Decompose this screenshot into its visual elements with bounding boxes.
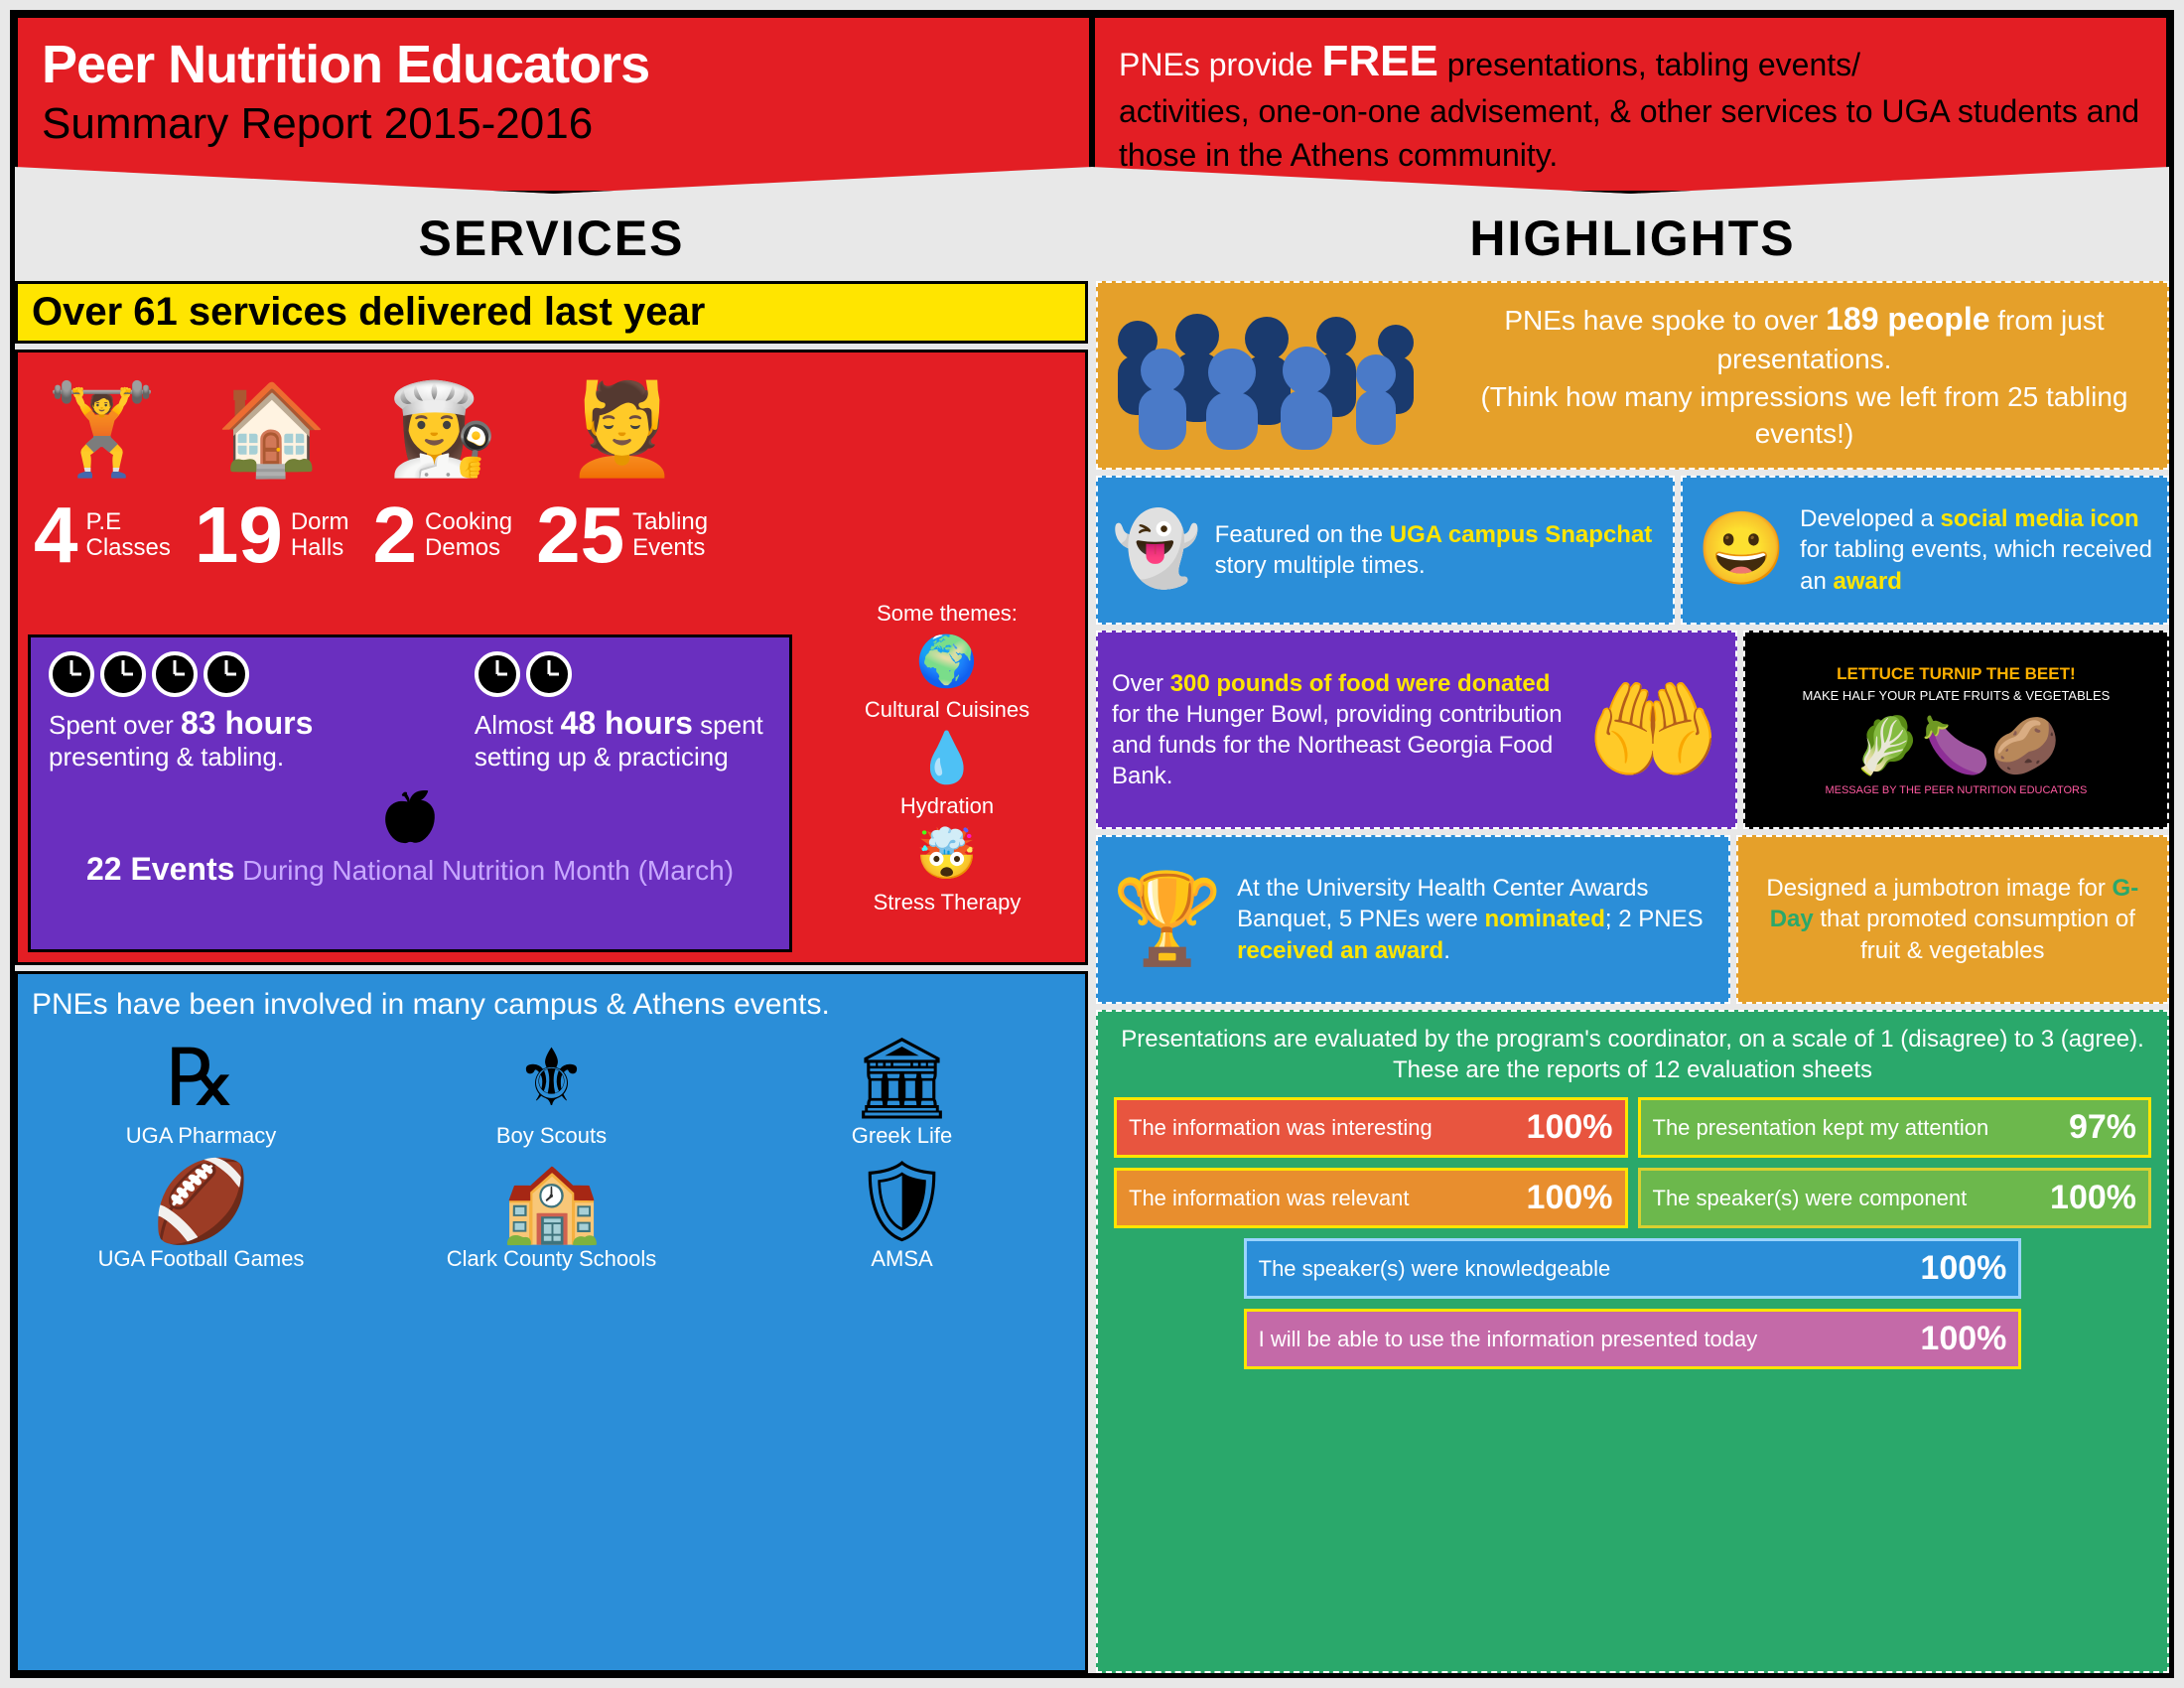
eval-item: The presentation kept my attention 97% bbox=[1638, 1097, 2152, 1158]
clock-icon bbox=[526, 651, 572, 697]
pillars-icon: 🏛 bbox=[852, 1034, 953, 1123]
hands-icon: 🤲 bbox=[1585, 659, 1721, 801]
rx-icon: ℞ bbox=[166, 1034, 237, 1123]
eval-item: I will be able to use the information pr… bbox=[1244, 1309, 2022, 1369]
jumbotron-box: Designed a jumbotron image for G-Day tha… bbox=[1736, 835, 2169, 1004]
eval-label: The speaker(s) were knowledgeable bbox=[1259, 1256, 1611, 1282]
football-icon: 🏈 bbox=[152, 1157, 251, 1246]
fleur-icon: ⚜ bbox=[516, 1034, 588, 1123]
crowd-icon bbox=[1108, 301, 1435, 450]
events-grid: ℞UGA Pharmacy ⚜Boy Scouts 🏛Greek Life 🏈U… bbox=[32, 1034, 1071, 1272]
title-banner: Peer Nutrition Educators Summary Report … bbox=[15, 15, 1092, 194]
eval-label: The speaker(s) were component bbox=[1653, 1186, 1968, 1211]
hours-box: Spent over 83 hours presenting & tabling… bbox=[28, 634, 792, 952]
theme-label: Stress Therapy bbox=[823, 890, 1071, 915]
reach-text: PNEs have spoke to over 189 people from … bbox=[1451, 298, 2157, 454]
themes-sidebar: Some themes: 🌍 Cultural Cuisines 💧 Hydra… bbox=[823, 601, 1071, 915]
globe-icon: 🌍 bbox=[823, 633, 1071, 691]
campus-events-block: PNEs have been involved in many campus &… bbox=[15, 971, 1088, 1673]
eval-label: The information was relevant bbox=[1129, 1186, 1409, 1211]
theme-label: Cultural Cuisines bbox=[823, 697, 1071, 723]
services-heading: SERVICES bbox=[15, 202, 1088, 275]
reach-block: PNEs have spoke to over 189 people from … bbox=[1096, 281, 2169, 470]
infographic: Peer Nutrition Educators Summary Report … bbox=[10, 10, 2174, 1678]
water-icon: 💧 bbox=[823, 729, 1071, 787]
mascot-box: 😀 Developed a social media icon for tabl… bbox=[1681, 476, 2169, 625]
clock-icon bbox=[49, 651, 94, 697]
event-schools: 🏫Clark County Schools bbox=[382, 1157, 721, 1272]
eval-label: The information was interesting bbox=[1129, 1115, 1433, 1141]
evaluation-lead: Presentations are evaluated by the progr… bbox=[1114, 1024, 2151, 1085]
eval-pct: 97% bbox=[2069, 1108, 2136, 1147]
nutrition-month-events: 22 Events During National Nutrition Mont… bbox=[49, 788, 771, 888]
header: Peer Nutrition Educators Summary Report … bbox=[15, 15, 2169, 194]
barbell-icon: 🏋 bbox=[47, 370, 158, 490]
stress-icon: 🤯 bbox=[823, 825, 1071, 884]
row-snapchat-mascot: 👻 Featured on the UGA campus Snapchat st… bbox=[1096, 476, 2169, 625]
poster-footer: MESSAGE BY THE PEER NUTRITION EDUCATORS bbox=[1825, 784, 2087, 796]
stat-label: DormHalls bbox=[291, 509, 349, 562]
campus-events-lead: PNEs have been involved in many campus &… bbox=[32, 988, 1071, 1022]
services-count-bar: Over 61 services delivered last year bbox=[15, 281, 1088, 344]
event-pharmacy: ℞UGA Pharmacy bbox=[32, 1034, 370, 1149]
main-title: Peer Nutrition Educators bbox=[42, 34, 1065, 95]
evaluation-grid: The information was interesting 100% The p… bbox=[1114, 1097, 2151, 1369]
event-football: 🏈UGA Football Games bbox=[32, 1157, 370, 1272]
shield-icon: 🛡 bbox=[852, 1157, 953, 1246]
themes-label: Some themes: bbox=[823, 601, 1071, 627]
services-stats-block: 🏋 4P.EClasses 🏠 19DormHalls 👩‍🍳 2Cooking… bbox=[15, 350, 1088, 965]
table-icon: 💆 bbox=[567, 370, 678, 490]
main-columns: SERVICES Over 61 services delivered last… bbox=[15, 202, 2169, 1673]
description-banner: PNEs provide FREE presentations, tabling… bbox=[1092, 15, 2169, 194]
eval-item: The information was interesting 100% bbox=[1114, 1097, 1628, 1158]
row-food-poster: Over 300 pounds of food were donated for… bbox=[1096, 631, 2169, 829]
event-boyscouts: ⚜Boy Scouts bbox=[382, 1034, 721, 1149]
subtitle: Summary Report 2015-2016 bbox=[42, 99, 1065, 149]
highlights-column: HIGHLIGHTS PNEs have spoke to over 189 p… bbox=[1096, 202, 2169, 1673]
clock-icon bbox=[152, 651, 198, 697]
poster-box: LETTUCE TURNIP THE BEET! MAKE HALF YOUR … bbox=[1743, 631, 2169, 829]
services-column: SERVICES Over 61 services delivered last… bbox=[15, 202, 1088, 1673]
eval-label: The presentation kept my attention bbox=[1653, 1115, 1989, 1141]
stat-label: TablingEvents bbox=[632, 509, 708, 562]
apple-icon bbox=[49, 788, 771, 845]
clock-icons bbox=[475, 651, 771, 697]
ghost-icon: 👻 bbox=[1112, 503, 1201, 597]
cooking-icon: 👩‍🍳 bbox=[387, 370, 498, 490]
highlights-heading: HIGHLIGHTS bbox=[1096, 202, 2169, 275]
clock-icon bbox=[204, 651, 249, 697]
description-text: activities, one-on-one advisement, & oth… bbox=[1119, 93, 2139, 172]
snapchat-box: 👻 Featured on the UGA campus Snapchat st… bbox=[1096, 476, 1675, 625]
eval-pct: 100% bbox=[1920, 1320, 2006, 1358]
eval-pct: 100% bbox=[1527, 1108, 1613, 1147]
house-icon: 🏠 bbox=[216, 370, 328, 490]
vegetable-icons: 🥬🍆🥔 bbox=[1852, 713, 2060, 778]
clock-icons bbox=[49, 651, 435, 697]
event-greeklife: 🏛Greek Life bbox=[733, 1034, 1071, 1149]
eval-pct: 100% bbox=[1527, 1179, 1613, 1217]
evaluation-block: Presentations are evaluated by the progr… bbox=[1096, 1010, 2169, 1673]
mascot-icon: 😀 bbox=[1697, 503, 1786, 597]
eval-label: I will be able to use the information pr… bbox=[1259, 1327, 1758, 1352]
poster-title: LETTUCE TURNIP THE BEET! bbox=[1837, 664, 2076, 684]
row-awards-jumbo: 🏆 At the University Health Center Awards… bbox=[1096, 835, 2169, 1004]
eval-item: The speaker(s) were knowledgeable 100% bbox=[1244, 1238, 2022, 1299]
clock-icon bbox=[475, 651, 520, 697]
eval-item: The speaker(s) were component 100% bbox=[1638, 1168, 2152, 1228]
eval-item: The information was relevant 100% bbox=[1114, 1168, 1628, 1228]
school-icon: 🏫 bbox=[502, 1157, 602, 1246]
poster-subtitle: MAKE HALF YOUR PLATE FRUITS & VEGETABLES bbox=[1802, 688, 2110, 703]
clock-icon bbox=[100, 651, 146, 697]
stat-label: CookingDemos bbox=[425, 509, 512, 562]
event-amsa: 🛡AMSA bbox=[733, 1157, 1071, 1272]
stat-label: P.EClasses bbox=[86, 509, 171, 562]
theme-label: Hydration bbox=[823, 793, 1071, 819]
trophy-icon: 🏆 bbox=[1112, 862, 1223, 978]
eval-pct: 100% bbox=[2050, 1179, 2136, 1217]
eval-pct: 100% bbox=[1920, 1249, 2006, 1288]
food-donation-box: Over 300 pounds of food were donated for… bbox=[1096, 631, 1737, 829]
awards-box: 🏆 At the University Health Center Awards… bbox=[1096, 835, 1730, 1004]
